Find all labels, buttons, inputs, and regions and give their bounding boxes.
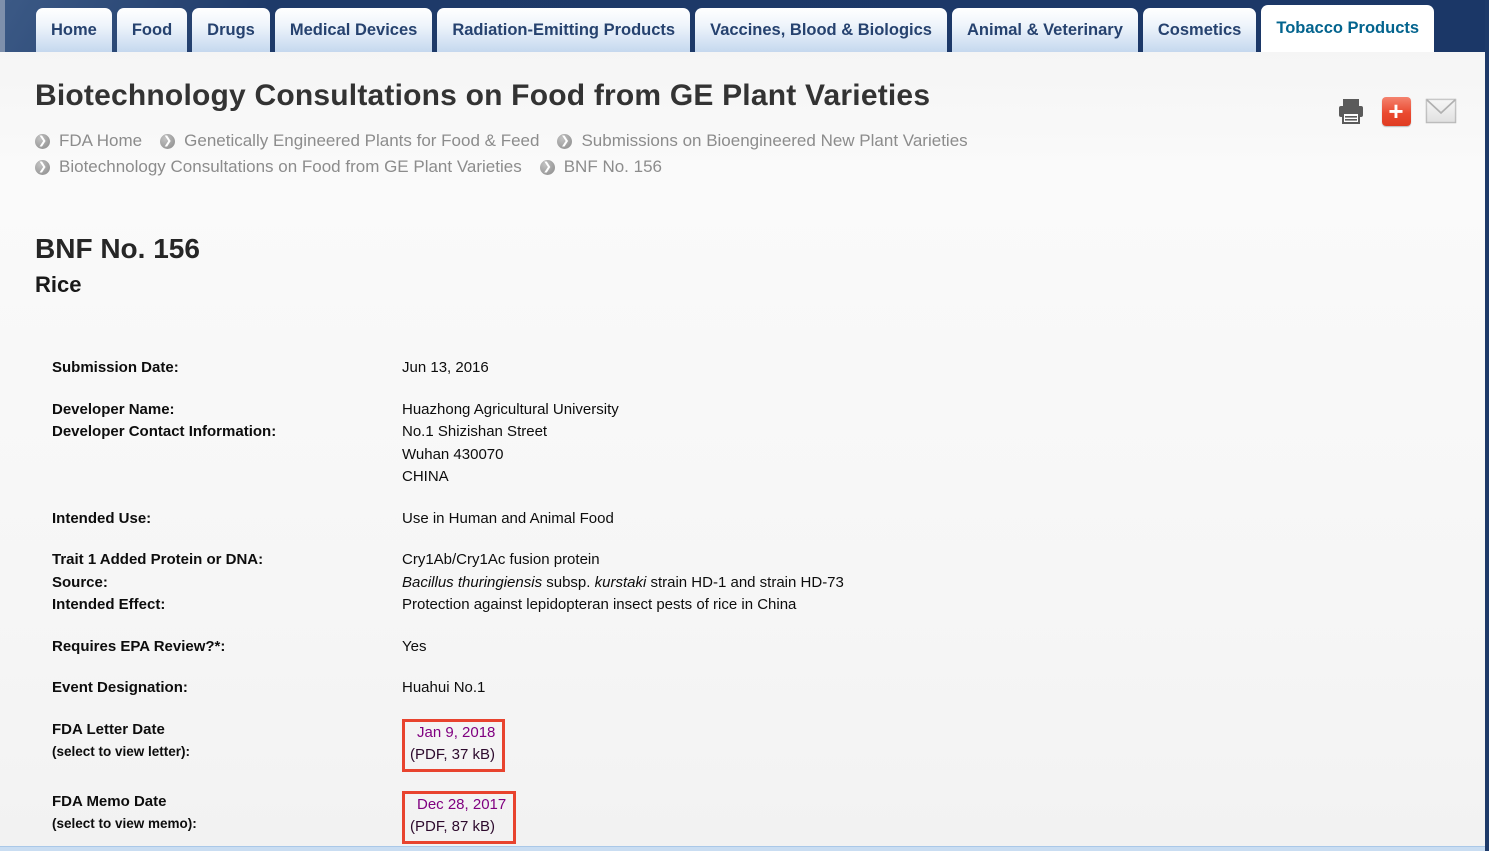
field-value-submission-date: Jun 13, 2016	[402, 359, 489, 376]
breadcrumb-arrow-icon: ❯	[557, 133, 573, 149]
field-label-epa-review: Requires EPA Review?*:	[52, 637, 226, 655]
breadcrumb-fda-home[interactable]: ❯ FDA Home	[35, 129, 142, 153]
page-title: Biotechnology Consultations on Food from…	[35, 79, 931, 112]
breadcrumb-ge-plants[interactable]: ❯ Genetically Engineered Plants for Food …	[160, 129, 539, 153]
breadcrumb: ❯ FDA Home ❯ Genetically Engineered Plants …	[35, 127, 1150, 179]
record-subheading: Rice	[35, 272, 82, 297]
field-value-trait: Cry1Ab/Cry1Ac fusion protein	[402, 551, 600, 568]
top-navigation-bar: Home Food Drugs Medical Devices Radiatio…	[0, 0, 1485, 52]
fda-memo-pdf-meta[interactable]: (PDF, 87 kB)	[410, 818, 496, 835]
field-sublabel-fda-memo: (select to view memo):	[52, 816, 197, 831]
breadcrumb-biotech-consultations[interactable]: ❯ Biotechnology Consultations on Food fro…	[35, 155, 522, 179]
field-label-developer-contact: Developer Contact Information:	[52, 423, 277, 440]
email-icon[interactable]	[1425, 95, 1457, 127]
field-row-fda-memo: FDA Memo Date (select to view memo): Dec…	[52, 790, 1485, 844]
breadcrumb-arrow-icon: ❯	[539, 159, 555, 175]
field-row-developer: Developer Name: Developer Contact Inform…	[52, 399, 1485, 489]
field-value-epa-review: Yes	[402, 637, 427, 655]
page-action-icons: +	[1335, 95, 1457, 127]
tab-animal-veterinary[interactable]: Animal & Veterinary	[951, 8, 1138, 52]
field-label-intended-use: Intended Use:	[52, 509, 152, 527]
annotation-box-memo: Dec 28, 2017 (PDF, 87 kB)	[402, 790, 517, 844]
breadcrumb-bnf-156[interactable]: ❯ BNF No. 156	[539, 155, 662, 179]
annotation-box-letter: Jan 9, 2018 (PDF, 37 kB)	[402, 718, 506, 772]
tab-radiation-emitting-products[interactable]: Radiation-Emitting Products	[437, 8, 691, 52]
share-plus-icon[interactable]: +	[1380, 95, 1412, 127]
tab-food[interactable]: Food	[116, 8, 188, 52]
tab-vaccines-blood-biologics[interactable]: Vaccines, Blood & Biologics	[695, 8, 947, 52]
fda-letter-pdf-meta[interactable]: (PDF, 37 kB)	[410, 746, 496, 763]
bottom-divider	[0, 846, 1485, 851]
field-sublabel-fda-letter: (select to view letter):	[52, 744, 191, 759]
field-value-developer-name: Huazhong Agricultural University	[402, 400, 619, 418]
record-fields: Submission Date: Jun 13, 2016 Developer …	[35, 357, 1485, 844]
breadcrumb-arrow-icon: ❯	[35, 159, 50, 175]
field-value-event-designation: Huahui No.1	[402, 679, 486, 696]
field-label-submission-date: Submission Date:	[52, 359, 179, 376]
field-row-fda-letter: FDA Letter Date (select to view letter):…	[52, 718, 1485, 772]
field-value-address-line: CHINA	[402, 468, 449, 485]
fda-memo-pdf-link[interactable]: Dec 28, 2017	[417, 795, 507, 813]
breadcrumb-arrow-icon: ❯	[160, 133, 176, 149]
field-label-fda-letter-date: FDA Letter Date	[52, 720, 165, 738]
plus-glyph: +	[1381, 96, 1411, 126]
field-row-submission-date: Submission Date: Jun 13, 2016	[52, 357, 1485, 380]
tab-medical-devices[interactable]: Medical Devices	[274, 8, 433, 52]
field-row-epa-review: Requires EPA Review?*: Yes	[52, 636, 1485, 659]
tab-drugs[interactable]: Drugs	[192, 8, 270, 52]
print-icon[interactable]	[1335, 95, 1367, 127]
tab-tobacco-products[interactable]: Tobacco Products	[1261, 5, 1435, 52]
field-value-address-line: Wuhan 430070	[402, 445, 504, 463]
main-content: Biotechnology Consultations on Food from…	[0, 52, 1485, 844]
breadcrumb-submissions[interactable]: ❯ Submissions on Bioengineered New Plant …	[557, 129, 968, 153]
field-row-intended-use: Intended Use: Use in Human and Animal Fo…	[52, 508, 1485, 531]
field-label-trait: Trait 1 Added Protein or DNA:	[52, 551, 264, 568]
record-heading: BNF No. 156	[35, 233, 200, 264]
field-value-address-line: No.1 Shizishan Street	[402, 423, 548, 440]
field-value-source: Bacillus thuringiensis subsp. kurstaki s…	[402, 573, 844, 591]
field-label-event-designation: Event Designation:	[52, 679, 188, 696]
field-label-intended-effect: Intended Effect:	[52, 596, 166, 613]
tab-home[interactable]: Home	[36, 8, 112, 52]
field-label-fda-memo-date: FDA Memo Date	[52, 792, 167, 810]
field-value-intended-effect: Protection against lepidopteran insect p…	[402, 596, 797, 613]
breadcrumb-arrow-icon: ❯	[35, 133, 50, 149]
field-row-event-designation: Event Designation: Huahui No.1	[52, 677, 1485, 700]
fda-letter-pdf-link[interactable]: Jan 9, 2018	[417, 723, 496, 741]
field-label-developer-name: Developer Name:	[52, 400, 175, 418]
field-row-trait: Trait 1 Added Protein or DNA: Source: In…	[52, 549, 1485, 617]
field-value-intended-use: Use in Human and Animal Food	[402, 509, 614, 527]
tab-cosmetics[interactable]: Cosmetics	[1142, 8, 1257, 52]
field-label-source: Source:	[52, 573, 108, 591]
